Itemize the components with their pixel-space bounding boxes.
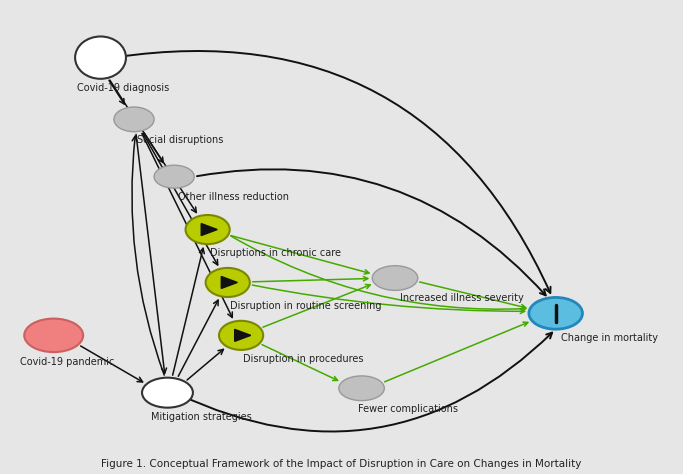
- Ellipse shape: [154, 165, 194, 188]
- Text: Figure 1. Conceptual Framework of the Impact of Disruption in Care on Changes in: Figure 1. Conceptual Framework of the Im…: [101, 459, 582, 469]
- Ellipse shape: [75, 36, 126, 79]
- Text: Other illness reduction: Other illness reduction: [178, 191, 288, 201]
- Ellipse shape: [24, 319, 83, 352]
- Polygon shape: [235, 329, 251, 341]
- Ellipse shape: [206, 268, 250, 297]
- Ellipse shape: [142, 378, 193, 408]
- Text: Covid-19 diagnosis: Covid-19 diagnosis: [77, 83, 169, 93]
- Text: Disruption in routine screening: Disruption in routine screening: [229, 301, 381, 311]
- Ellipse shape: [339, 376, 385, 401]
- Text: Social disruptions: Social disruptions: [137, 135, 224, 145]
- Ellipse shape: [372, 266, 418, 291]
- Text: Covid-19 pandemic: Covid-19 pandemic: [20, 356, 115, 366]
- Text: Disruptions in chronic care: Disruptions in chronic care: [210, 248, 341, 258]
- Text: Change in mortality: Change in mortality: [561, 333, 658, 343]
- Text: Mitigation strategies: Mitigation strategies: [151, 412, 251, 422]
- Ellipse shape: [529, 298, 583, 329]
- Ellipse shape: [114, 107, 154, 132]
- Polygon shape: [201, 224, 217, 236]
- Text: Fewer complications: Fewer complications: [358, 404, 458, 414]
- Ellipse shape: [219, 321, 263, 350]
- Text: Increased illness severity: Increased illness severity: [400, 293, 523, 303]
- Ellipse shape: [186, 215, 229, 244]
- Polygon shape: [221, 276, 238, 289]
- Text: Disruption in procedures: Disruption in procedures: [243, 354, 363, 364]
